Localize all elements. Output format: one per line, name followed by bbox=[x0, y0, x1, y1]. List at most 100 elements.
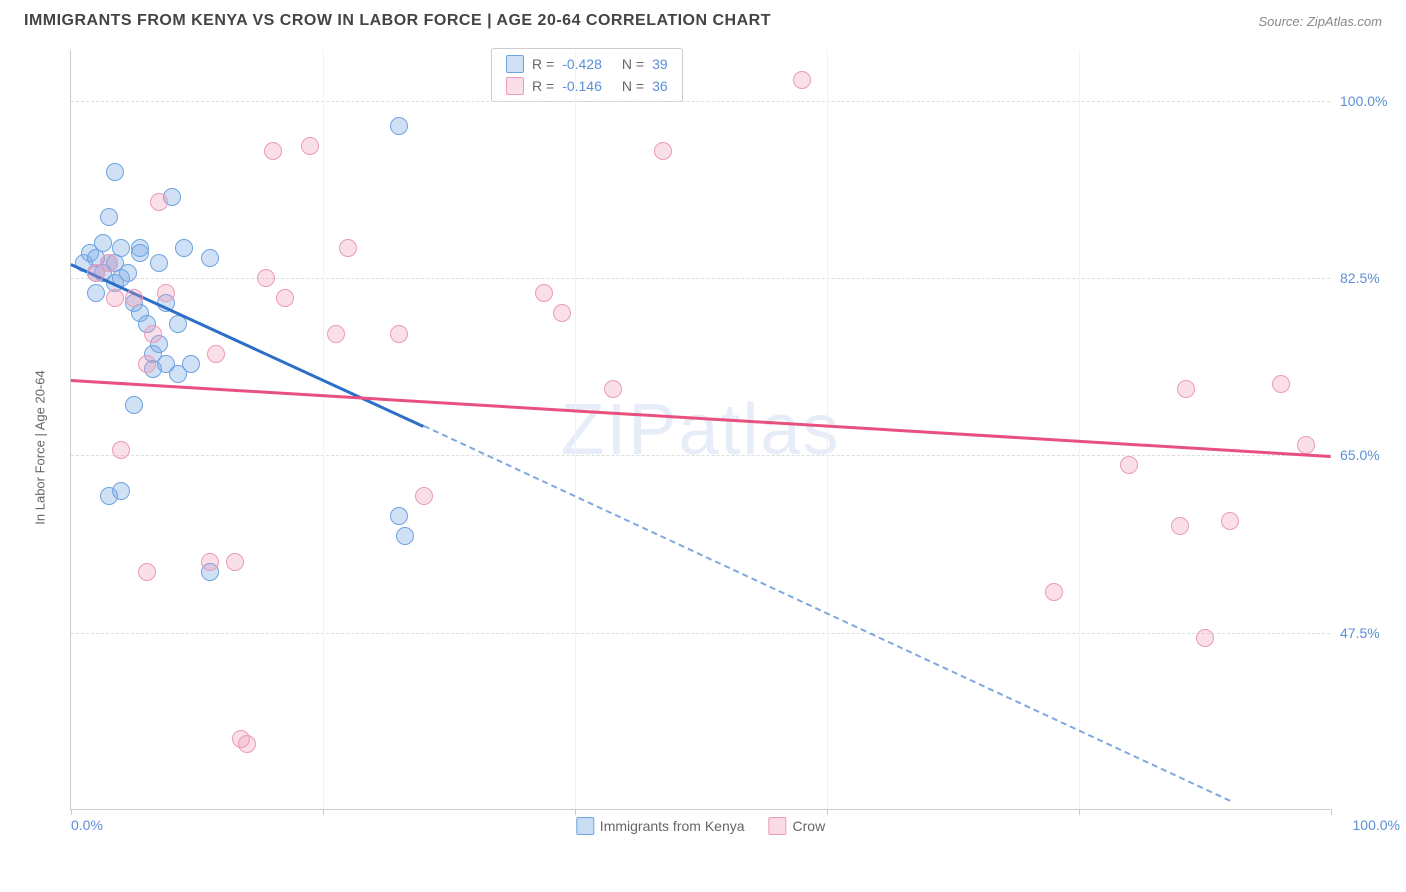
data-point bbox=[1272, 375, 1290, 393]
data-point bbox=[1196, 629, 1214, 647]
data-point bbox=[535, 284, 553, 302]
series-legend-label: Crow bbox=[793, 818, 826, 834]
data-point bbox=[301, 137, 319, 155]
data-point bbox=[415, 487, 433, 505]
chart-container: In Labor Force | Age 20-64 ZIPatlas R = … bbox=[50, 50, 1350, 830]
data-point bbox=[112, 441, 130, 459]
data-point bbox=[100, 487, 118, 505]
legend-swatch bbox=[576, 817, 594, 835]
data-point bbox=[327, 325, 345, 343]
legend-r-value: -0.428 bbox=[562, 56, 602, 72]
legend-row: R = -0.146 N = 36 bbox=[506, 75, 668, 97]
data-point bbox=[106, 289, 124, 307]
gridline-horizontal bbox=[71, 633, 1330, 634]
data-point bbox=[1120, 456, 1138, 474]
data-point bbox=[131, 239, 149, 257]
data-point bbox=[276, 289, 294, 307]
watermark: ZIPatlas bbox=[560, 389, 840, 471]
chart-title: IMMIGRANTS FROM KENYA VS CROW IN LABOR F… bbox=[24, 12, 771, 30]
y-tick-label: 65.0% bbox=[1340, 447, 1400, 463]
legend-swatch bbox=[769, 817, 787, 835]
legend-row: R = -0.428 N = 39 bbox=[506, 53, 668, 75]
data-point bbox=[150, 193, 168, 211]
data-point bbox=[144, 325, 162, 343]
correlation-legend: R = -0.428 N = 39 R = -0.146 N = 36 bbox=[491, 48, 683, 102]
data-point bbox=[119, 264, 137, 282]
regression-line bbox=[70, 263, 424, 427]
data-point bbox=[125, 396, 143, 414]
legend-r-label: R = bbox=[532, 56, 554, 72]
source-value: ZipAtlas.com bbox=[1307, 14, 1382, 29]
legend-r-label: R = bbox=[532, 78, 554, 94]
data-point bbox=[604, 380, 622, 398]
data-point bbox=[175, 239, 193, 257]
gridline-vertical bbox=[1079, 50, 1080, 809]
data-point bbox=[207, 345, 225, 363]
series-legend: Immigrants from Kenya Crow bbox=[576, 817, 825, 835]
series-legend-label: Immigrants from Kenya bbox=[600, 818, 745, 834]
gridline-horizontal bbox=[71, 455, 1330, 456]
x-tick bbox=[575, 809, 576, 815]
data-point bbox=[553, 304, 571, 322]
x-tick bbox=[1079, 809, 1080, 815]
data-point bbox=[396, 527, 414, 545]
gridline-horizontal bbox=[71, 101, 1330, 102]
data-point bbox=[138, 355, 156, 373]
gridline-vertical bbox=[323, 50, 324, 809]
data-point bbox=[1045, 583, 1063, 601]
data-point bbox=[125, 289, 143, 307]
data-point bbox=[1297, 436, 1315, 454]
gridline-vertical bbox=[575, 50, 576, 809]
data-point bbox=[1171, 517, 1189, 535]
data-point bbox=[201, 553, 219, 571]
data-point bbox=[182, 355, 200, 373]
y-tick-label: 100.0% bbox=[1340, 93, 1400, 109]
x-tick bbox=[1331, 809, 1332, 815]
y-tick-label: 47.5% bbox=[1340, 625, 1400, 641]
data-point bbox=[339, 239, 357, 257]
series-legend-item: Immigrants from Kenya bbox=[576, 817, 745, 835]
regression-line bbox=[71, 379, 1331, 457]
data-point bbox=[654, 142, 672, 160]
data-point bbox=[390, 117, 408, 135]
data-point bbox=[226, 553, 244, 571]
data-point bbox=[138, 563, 156, 581]
gridline-vertical bbox=[827, 50, 828, 809]
data-point bbox=[264, 142, 282, 160]
legend-n-value: 39 bbox=[652, 56, 668, 72]
data-point bbox=[257, 269, 275, 287]
data-point bbox=[1221, 512, 1239, 530]
data-point bbox=[1177, 380, 1195, 398]
data-point bbox=[238, 735, 256, 753]
plot-area: ZIPatlas R = -0.428 N = 39 R = -0.146 N = 3… bbox=[70, 50, 1330, 810]
x-axis-max-label: 100.0% bbox=[1353, 817, 1400, 833]
legend-swatch bbox=[506, 55, 524, 73]
legend-n-value: 36 bbox=[652, 78, 668, 94]
data-point bbox=[390, 507, 408, 525]
data-point bbox=[390, 325, 408, 343]
data-point bbox=[201, 249, 219, 267]
data-point bbox=[157, 284, 175, 302]
y-axis-label: In Labor Force | Age 20-64 bbox=[33, 370, 48, 524]
data-point bbox=[100, 208, 118, 226]
source-attribution: Source: ZipAtlas.com bbox=[1258, 14, 1382, 29]
data-point bbox=[150, 254, 168, 272]
header: IMMIGRANTS FROM KENYA VS CROW IN LABOR F… bbox=[0, 0, 1406, 38]
y-tick-label: 82.5% bbox=[1340, 270, 1400, 286]
data-point bbox=[87, 284, 105, 302]
legend-r-value: -0.146 bbox=[562, 78, 602, 94]
source-label: Source: bbox=[1258, 14, 1306, 29]
x-tick bbox=[323, 809, 324, 815]
x-tick bbox=[71, 809, 72, 815]
legend-n-label: N = bbox=[622, 56, 644, 72]
data-point bbox=[106, 163, 124, 181]
x-axis-min-label: 0.0% bbox=[71, 817, 103, 833]
legend-n-label: N = bbox=[622, 78, 644, 94]
data-point bbox=[112, 239, 130, 257]
data-point bbox=[793, 71, 811, 89]
x-tick bbox=[827, 809, 828, 815]
legend-swatch bbox=[506, 77, 524, 95]
series-legend-item: Crow bbox=[769, 817, 826, 835]
data-point bbox=[100, 254, 118, 272]
data-point bbox=[94, 234, 112, 252]
